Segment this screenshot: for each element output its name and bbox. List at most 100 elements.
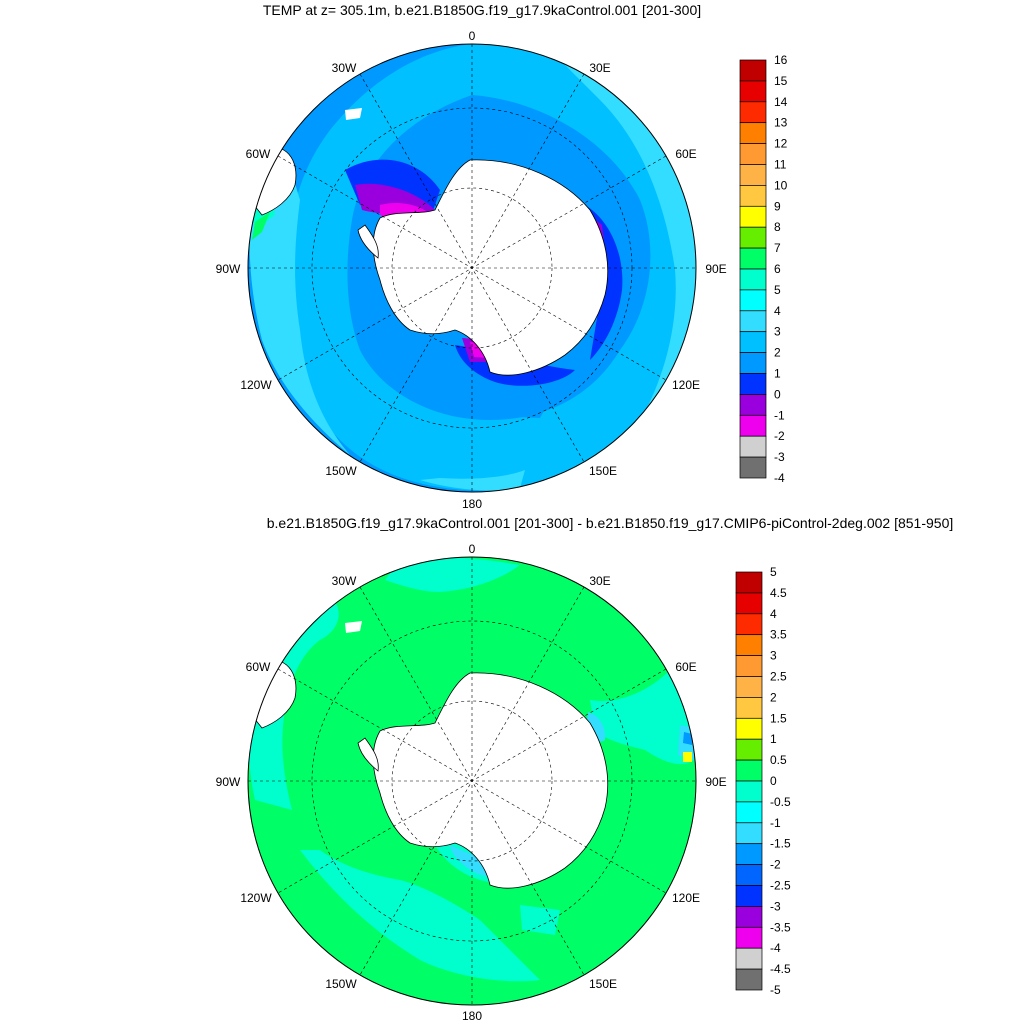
top-colorbar-label-2: 14	[774, 95, 788, 109]
top-colorbar-label-9: 7	[774, 241, 781, 255]
top-colorbar-swatch-6	[739, 185, 767, 207]
top-colorbar-label-16: 0	[774, 387, 781, 401]
bottom-cyan-east	[590, 670, 695, 765]
bottom-graticule	[248, 557, 696, 1005]
top-colorbar-label-6: 10	[774, 178, 788, 192]
bottom-lon-150e: 150E	[589, 977, 617, 991]
bottom-lon-90e: 90E	[705, 775, 726, 789]
bottom-lon-60e: 60E	[675, 660, 696, 674]
top-colorbar-swatch-7	[739, 205, 767, 228]
top-lon-120w: 120W	[240, 378, 272, 392]
bottom-colorbar-swatch-10	[735, 780, 763, 803]
bottom-lon-30e: 30E	[589, 574, 610, 588]
top-colorbar-label-0: 16	[774, 53, 788, 67]
bottom-lon-60w: 60W	[246, 660, 271, 674]
top-band-warm-north	[420, 470, 525, 491]
top-colorbar-label-3: 13	[774, 116, 788, 130]
bottom-colorbar-swatch-18	[735, 947, 763, 970]
bottom-colorbar-swatch-12	[735, 822, 763, 845]
top-colorbar-label-18: -2	[774, 429, 785, 443]
bottom-colorbar-label-20: -5	[770, 983, 781, 997]
top-colorbar-label-17: -1	[774, 408, 785, 422]
top-colorbar-label-13: 3	[774, 325, 781, 339]
top-colorbar-label-1: 15	[774, 74, 788, 88]
top-colorbar-swatch-1	[739, 80, 767, 103]
top-lon-30w: 30W	[332, 61, 357, 75]
bottom-colorbar-label-9: 0.5	[770, 753, 787, 767]
bottom-colorbar-label-12: -1	[770, 816, 781, 830]
top-lon-150e: 150E	[589, 464, 617, 478]
top-colorbar-label-12: 4	[774, 304, 781, 318]
bottom-map	[248, 557, 696, 1005]
bottom-colorbar-label-5: 2.5	[770, 670, 787, 684]
top-panel: TEMP at z= 305.1m, b.e21.B1850G.f19_g17.…	[216, 2, 788, 511]
top-lon-labels: 0 30E 60E 90E 120E 150E 180 150W 120W 90…	[216, 29, 727, 511]
bottom-lon-150w: 150W	[325, 977, 357, 991]
bottom-colorbar-label-13: -1.5	[770, 837, 791, 851]
bottom-map-border	[247, 556, 697, 1006]
bottom-colorbar-label-14: -2	[770, 858, 781, 872]
top-colorbar-swatch-19	[739, 456, 767, 479]
bottom-lon-180: 180	[462, 1009, 482, 1023]
bottom-colorbar-swatch-5	[735, 676, 763, 698]
top-graticule	[248, 44, 696, 492]
bottom-cyan-south	[300, 850, 540, 982]
top-colorbar-swatch-5	[739, 164, 767, 186]
top-colorbar-label-19: -3	[774, 450, 785, 464]
top-inner-ring-2	[470, 388, 555, 418]
bottom-panel: b.e21.B1850G.f19_g17.9kaControl.001 [201…	[216, 515, 954, 1023]
bottom-cyan-west	[248, 595, 339, 810]
bottom-colorbar-label-16: -3	[770, 899, 781, 913]
top-colorbar-swatch-11	[739, 289, 767, 312]
top-lon-30e: 30E	[589, 61, 610, 75]
bottom-colorbar-label-11: -0.5	[770, 795, 791, 809]
bottom-colorbar: 5 4.5 4 3.5 3 2.5 2 1.5 1 0.5 0 -0.5 -1 -1.5 -2 -2.5 -3 -…	[735, 565, 791, 997]
bottom-antarctica	[372, 672, 609, 889]
bottom-title: b.e21.B1850G.f19_g17.9kaControl.001 [201…	[267, 515, 954, 531]
bottom-lon-labels: 0 30E 60E 90E 120E 150E 180 150W 120W 90…	[216, 542, 727, 1023]
top-lon-60w: 60W	[246, 147, 271, 161]
bottom-colorbar-label-10: 0	[770, 774, 777, 788]
top-colorbar-label-20: -4	[774, 471, 785, 485]
top-colorbar-swatch-9	[739, 247, 767, 270]
top-colorbar-swatch-12	[739, 310, 767, 333]
bottom-colorbar-label-15: -2.5	[770, 879, 791, 893]
bottom-colorbar-label-17: -3.5	[770, 920, 791, 934]
top-map-border	[247, 43, 697, 493]
bottom-colorbar-swatch-4	[735, 655, 763, 677]
bottom-blue-east	[683, 732, 692, 745]
top-colorbar-label-4: 12	[774, 137, 788, 151]
top-band-4-5-west	[249, 150, 350, 455]
bottom-lon-0: 0	[469, 542, 476, 556]
bottom-lon-90w: 90W	[216, 775, 241, 789]
bottom-lon-120w: 120W	[240, 891, 272, 905]
bottom-colorbar-swatch-15	[735, 885, 763, 907]
bottom-colorbar-label-8: 1	[770, 732, 777, 746]
bottom-colorbar-label-6: 2	[770, 690, 777, 704]
top-colorbar-swatch-16	[739, 394, 767, 416]
top-colorbar-swatch-4	[739, 143, 767, 165]
top-lon-150w: 150W	[325, 464, 357, 478]
bottom-colorbar-swatch-6	[735, 697, 763, 719]
bottom-colorbar-swatch-1	[735, 592, 763, 615]
bottom-colorbar-swatch-0	[735, 571, 763, 594]
top-colorbar-swatch-3	[739, 122, 767, 144]
top-title: TEMP at z= 305.1m, b.e21.B1850G.f19_g17.…	[263, 2, 701, 18]
bottom-colorbar-swatch-16	[735, 906, 763, 928]
bottom-colorbar-swatch-8	[735, 738, 763, 761]
top-lon-90e: 90E	[705, 262, 726, 276]
top-colorbar-swatch-10	[739, 268, 767, 291]
bottom-colorbar-label-2: 4	[770, 607, 777, 621]
top-colorbar-label-8: 8	[774, 220, 781, 234]
bottom-colorbar-swatch-7	[735, 717, 763, 740]
top-colorbar-label-7: 9	[774, 199, 781, 213]
top-colorbar-label-14: 2	[774, 346, 781, 360]
top-colorbar-swatch-2	[739, 101, 767, 124]
bottom-yellow-east	[683, 752, 692, 762]
bottom-colorbar-label-1: 4.5	[770, 586, 787, 600]
bottom-colorbar-label-7: 1.5	[770, 711, 787, 725]
top-colorbar-label-10: 6	[774, 262, 781, 276]
bottom-colorbar-swatch-9	[735, 759, 763, 782]
